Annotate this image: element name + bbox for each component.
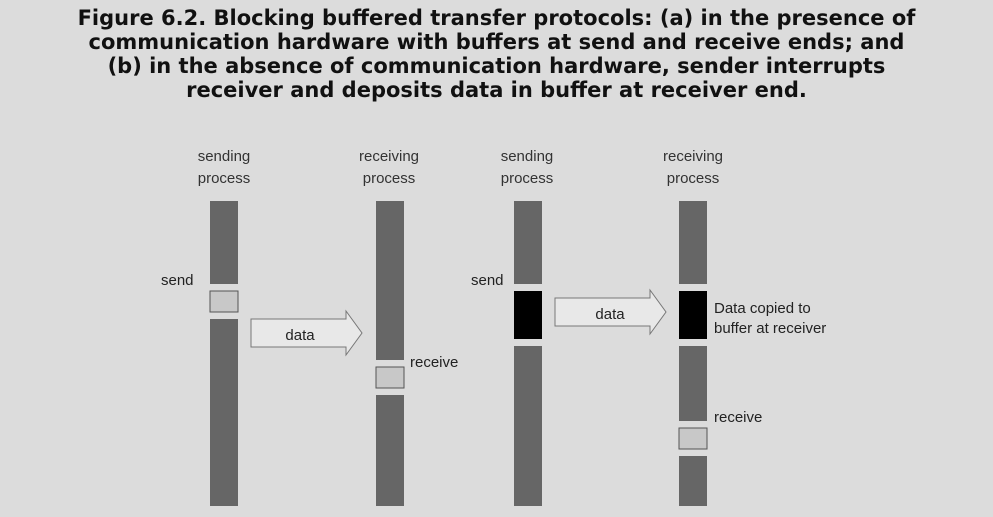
- b-receiving-bar-middle: [679, 346, 707, 421]
- b-receiving-bar-bottom: [679, 456, 707, 506]
- b-receive-buffer: [678, 427, 708, 450]
- a-receiving-bar-bottom: [376, 395, 404, 506]
- a-sending-header-line1: sending: [198, 148, 251, 165]
- b-send-label: send: [471, 272, 504, 289]
- b-data-label: data: [595, 306, 625, 323]
- caption-line-4: receiver and deposits data in buffer at …: [186, 78, 807, 102]
- b-sending-header-line2: process: [501, 170, 554, 187]
- b-send-buffer: [514, 291, 542, 339]
- a-data-label: data: [285, 327, 315, 344]
- caption-line-3: (b) in the absence of communication hard…: [107, 54, 886, 78]
- b-copied-label-line2: buffer at receiver: [714, 320, 826, 337]
- b-sending-header-line1: sending: [501, 148, 554, 165]
- a-receiving-bar-top: [376, 201, 404, 360]
- caption-line-1: Figure 6.2. Blocking buffered transfer p…: [77, 6, 916, 30]
- b-sending-bar-top: [514, 201, 542, 284]
- diagram-b: sending process send data receiving proc…: [471, 148, 826, 506]
- b-data-arrow: [554, 288, 667, 336]
- a-send-label: send: [161, 272, 194, 289]
- a-receive-buffer: [375, 366, 405, 389]
- b-sending-bar-bottom: [514, 346, 542, 506]
- a-data-arrow: [250, 309, 363, 357]
- caption-line-2: communication hardware with buffers at s…: [88, 30, 905, 54]
- b-receive-label: receive: [714, 409, 762, 426]
- a-receive-label: receive: [410, 354, 458, 371]
- a-sending-header-line2: process: [198, 170, 251, 187]
- a-receiving-header-line2: process: [363, 170, 416, 187]
- a-sending-bar-bottom: [210, 319, 238, 506]
- a-sending-bar-top: [210, 201, 238, 284]
- diagram-a: sending process send data receiving proc…: [161, 148, 458, 506]
- b-receiver-buffer: [679, 291, 707, 339]
- b-receiving-bar-top: [679, 201, 707, 284]
- b-receiving-header-line1: receiving: [663, 148, 723, 165]
- a-receiving-header-line1: receiving: [359, 148, 419, 165]
- b-receiving-header-line2: process: [667, 170, 720, 187]
- b-copied-label-line1: Data copied to: [714, 300, 811, 317]
- a-send-buffer: [209, 290, 239, 313]
- figure-caption: Figure 6.2. Blocking buffered transfer p…: [0, 6, 993, 102]
